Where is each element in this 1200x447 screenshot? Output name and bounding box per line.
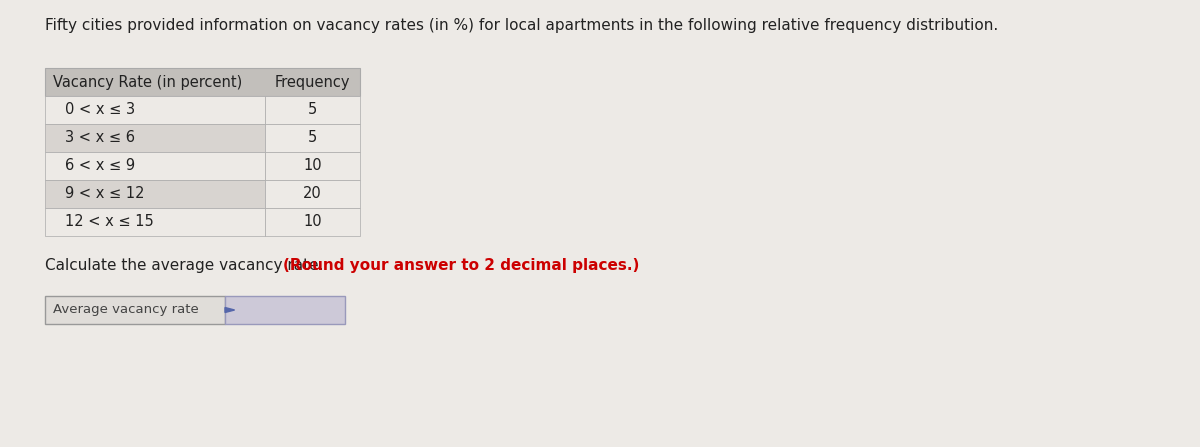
Text: 3 < x ≤ 6: 3 < x ≤ 6 [65, 131, 134, 146]
Text: Average vacancy rate: Average vacancy rate [53, 304, 199, 316]
FancyBboxPatch shape [46, 296, 226, 324]
FancyBboxPatch shape [265, 180, 360, 208]
Text: Calculate the average vacancy rate.: Calculate the average vacancy rate. [46, 258, 329, 273]
FancyBboxPatch shape [46, 124, 265, 152]
Text: 5: 5 [308, 102, 317, 118]
Text: 20: 20 [304, 186, 322, 202]
FancyBboxPatch shape [46, 96, 265, 124]
FancyBboxPatch shape [46, 152, 265, 180]
FancyBboxPatch shape [265, 152, 360, 180]
Text: 9 < x ≤ 12: 9 < x ≤ 12 [65, 186, 144, 202]
Polygon shape [226, 308, 235, 312]
Text: 10: 10 [304, 159, 322, 173]
Text: 0 < x ≤ 3: 0 < x ≤ 3 [65, 102, 136, 118]
Text: Fifty cities provided information on vacancy rates (in %) for local apartments i: Fifty cities provided information on vac… [46, 18, 998, 33]
FancyBboxPatch shape [226, 296, 346, 324]
FancyBboxPatch shape [265, 124, 360, 152]
Text: 6 < x ≤ 9: 6 < x ≤ 9 [65, 159, 136, 173]
Text: Vacancy Rate (in percent): Vacancy Rate (in percent) [53, 75, 242, 89]
FancyBboxPatch shape [46, 180, 265, 208]
Text: Frequency: Frequency [275, 75, 350, 89]
Text: 5: 5 [308, 131, 317, 146]
FancyBboxPatch shape [46, 208, 265, 236]
Text: (Round your answer to 2 decimal places.): (Round your answer to 2 decimal places.) [283, 258, 640, 273]
FancyBboxPatch shape [265, 208, 360, 236]
Text: 12 < x ≤ 15: 12 < x ≤ 15 [65, 215, 154, 229]
Text: 10: 10 [304, 215, 322, 229]
FancyBboxPatch shape [46, 68, 360, 96]
FancyBboxPatch shape [265, 96, 360, 124]
